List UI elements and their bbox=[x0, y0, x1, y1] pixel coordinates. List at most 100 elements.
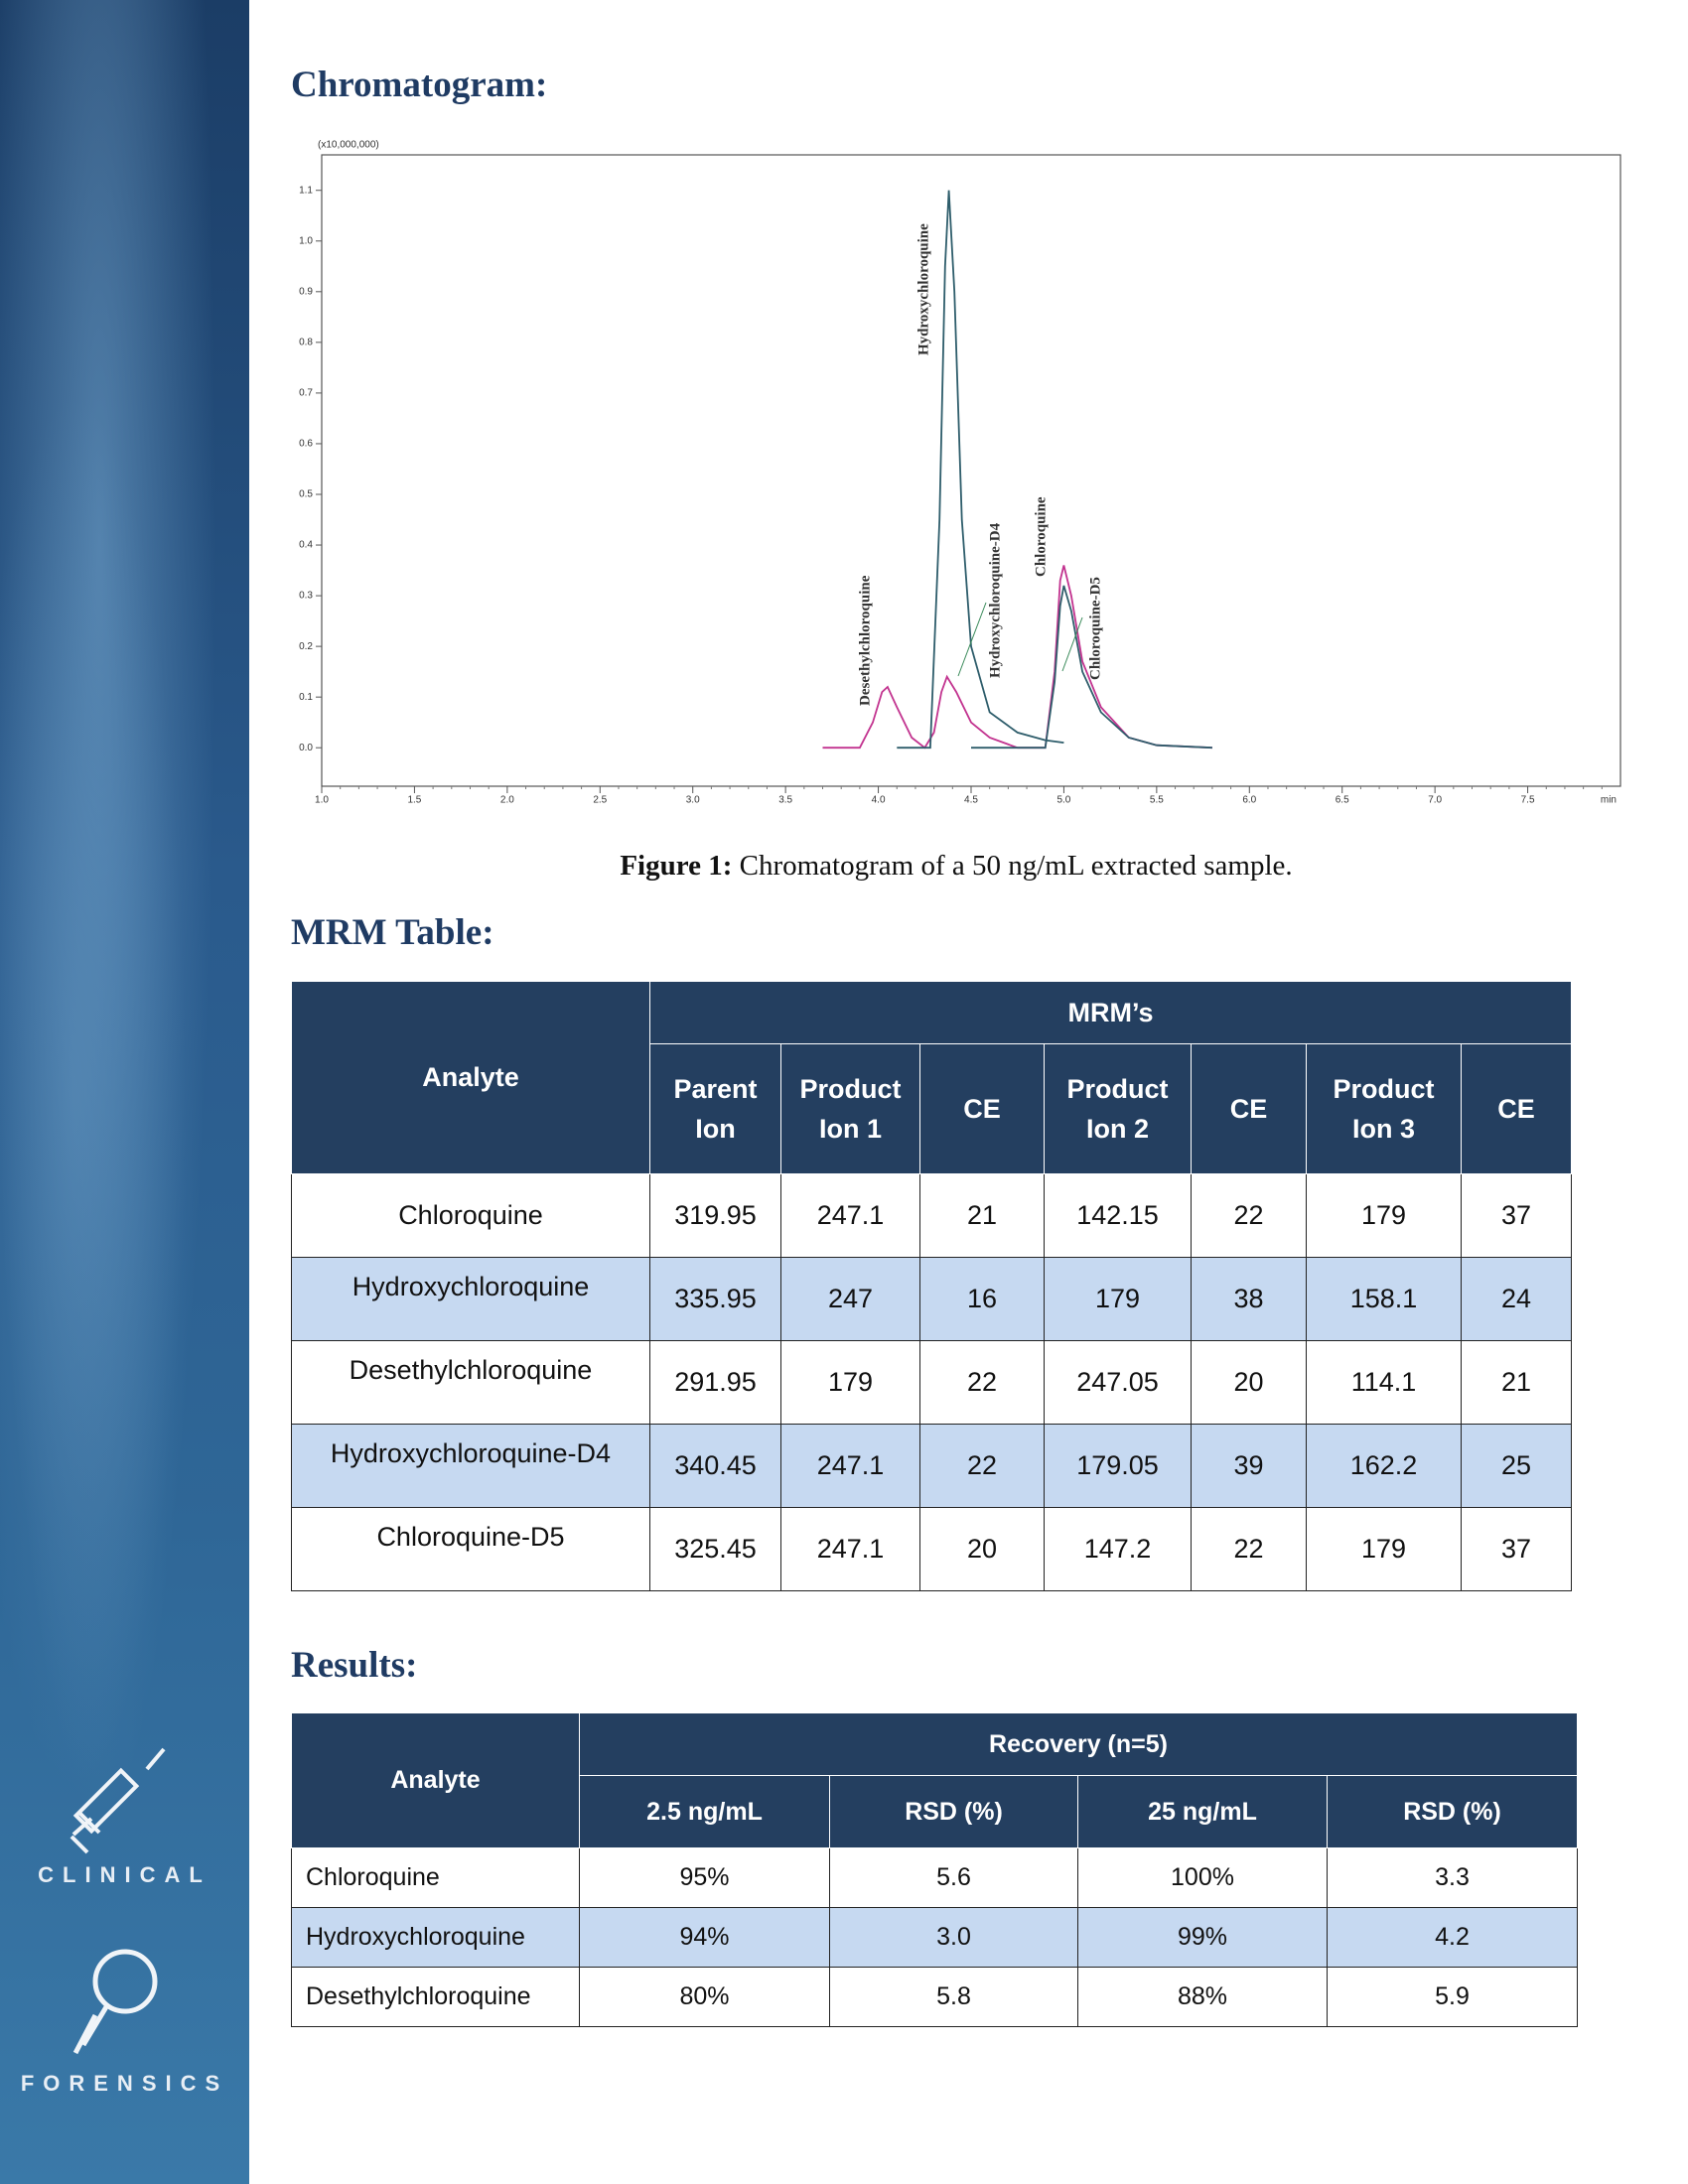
plot-frame bbox=[321, 154, 1621, 787]
table-cell: 179 bbox=[1306, 1173, 1462, 1258]
x-axis-label: min bbox=[1601, 795, 1617, 806]
table-header: Analyte MRM’s Parent Ion Product Ion 1 CE Pro… bbox=[291, 981, 1573, 1174]
x-tick-label: 2.0 bbox=[500, 795, 514, 806]
x-tick-label: 3.5 bbox=[778, 795, 792, 806]
header-cell: 2.5 ng/mL bbox=[579, 1775, 830, 1848]
x-tick-label: 3.0 bbox=[686, 795, 700, 806]
section-heading: Results: bbox=[291, 1645, 418, 1686]
table-cell: 158.1 bbox=[1306, 1257, 1462, 1341]
table-cell: 94% bbox=[579, 1907, 830, 1968]
table-cell: 22 bbox=[919, 1340, 1045, 1425]
table-cell: 38 bbox=[1191, 1257, 1307, 1341]
table-cell: 37 bbox=[1460, 1507, 1573, 1591]
x-tick-label: 1.0 bbox=[315, 795, 329, 806]
header-cell: Product Ion 3 bbox=[1306, 1043, 1462, 1174]
table-cell: 21 bbox=[1460, 1340, 1573, 1425]
trace bbox=[897, 190, 1064, 750]
x-tick-label: 1.5 bbox=[407, 795, 421, 806]
trace bbox=[971, 585, 1212, 750]
y-tick-label: 1.0 bbox=[299, 235, 313, 246]
magnifier-icon bbox=[72, 1949, 158, 2055]
sidebar-label: FORENSICS bbox=[20, 2071, 229, 2096]
table-cell: 4.2 bbox=[1326, 1907, 1579, 1968]
header-cell: Recovery (n=5) bbox=[578, 1712, 1579, 1776]
table-cell: 3.3 bbox=[1326, 1847, 1579, 1908]
table-cell: 37 bbox=[1460, 1173, 1573, 1258]
table-cell: 88% bbox=[1077, 1967, 1328, 2027]
x-tick-label: 6.0 bbox=[1242, 795, 1256, 806]
table-cell: 25 bbox=[1460, 1424, 1573, 1508]
table-row: Hydroxychloroquine 94% 3.0 99% 4.2 bbox=[291, 1907, 1579, 1968]
table-cell: 22 bbox=[919, 1424, 1045, 1508]
header-row: Analyte MRM’s bbox=[291, 981, 1573, 1174]
header-cell: Analyte bbox=[291, 1712, 580, 1848]
table-cell: 20 bbox=[1191, 1340, 1307, 1425]
header-row: 2.5 ng/mL RSD (%) 25 ng/mL RSD (%) bbox=[292, 1775, 1579, 1848]
table-body: Chloroquine 95% 5.6 100% 3.3 Hydroxychloroqui… bbox=[291, 1847, 1579, 2027]
x-tick-label: 5.5 bbox=[1150, 795, 1164, 806]
y-tick-label: 0.6 bbox=[299, 439, 313, 450]
table-cell: 319.95 bbox=[649, 1173, 781, 1258]
header-cell: Product Ion 1 bbox=[780, 1043, 920, 1174]
table-row: Hydroxychloroquine-D4 340.45 247.1 22 179.05… bbox=[291, 1424, 1573, 1508]
header-row: Analyte Recovery (n=5) bbox=[291, 1712, 1579, 1848]
table-cell: 162.2 bbox=[1306, 1424, 1462, 1508]
y-tick-label: 0.4 bbox=[299, 540, 313, 551]
table-cell: 147.2 bbox=[1044, 1507, 1192, 1591]
table-row: Desethylchloroquine 80% 5.8 88% 5.9 bbox=[291, 1967, 1579, 2027]
header-cell: Analyte bbox=[291, 981, 650, 1174]
table-cell: 20 bbox=[919, 1507, 1045, 1591]
header-cell: CE bbox=[1460, 1043, 1573, 1174]
table-cell: 100% bbox=[1077, 1847, 1328, 1908]
y-tick-label: 0.3 bbox=[299, 591, 313, 602]
header-cell: RSD (%) bbox=[1326, 1775, 1579, 1848]
table-row: Chloroquine 95% 5.6 100% 3.3 bbox=[291, 1847, 1579, 1908]
header-cell: CE bbox=[919, 1043, 1045, 1174]
table-cell: Desethylchloroquine bbox=[291, 1340, 650, 1425]
table-cell: 80% bbox=[579, 1967, 830, 2027]
table-cell: 22 bbox=[1191, 1507, 1307, 1591]
table-header: Analyte Recovery (n=5) 2.5 ng/mL RSD (%) 25 … bbox=[291, 1712, 1579, 1848]
chromatogram-chart: 1.0 1.5 2.0 2.5 3.0 3.5 4.0 4.5 5.0 5.5 6.0 6.5 7.0 7… bbox=[299, 140, 1621, 806]
table-row: Desethylchloroquine 291.95 179 22 247.05 20 11… bbox=[291, 1340, 1573, 1425]
caption-text: Chromatogram of a 50 ng/mL extracted sam… bbox=[739, 850, 1293, 882]
sidebar-icons bbox=[70, 1747, 166, 2055]
table-cell: 179 bbox=[780, 1340, 920, 1425]
table-row: Hydroxychloroquine 335.95 247 16 179 38 158.1 2… bbox=[291, 1257, 1573, 1341]
x-tick-label: 4.5 bbox=[964, 795, 978, 806]
table-cell: 291.95 bbox=[649, 1340, 781, 1425]
table-cell: 335.95 bbox=[649, 1257, 781, 1341]
y-tick-label: 1.1 bbox=[299, 185, 313, 196]
table-cell: 340.45 bbox=[649, 1424, 781, 1508]
header-cell: RSD (%) bbox=[829, 1775, 1078, 1848]
y-axis-label: (x10,000,000) bbox=[318, 140, 379, 151]
table-cell: 247.05 bbox=[1044, 1340, 1192, 1425]
table-cell: Chloroquine-D5 bbox=[291, 1507, 650, 1591]
y-tick-label: 0.5 bbox=[299, 489, 313, 500]
table-cell: 179.05 bbox=[1044, 1424, 1192, 1508]
table-cell: 16 bbox=[919, 1257, 1045, 1341]
table-cell: 24 bbox=[1460, 1257, 1573, 1341]
table-cell: 179 bbox=[1044, 1257, 1192, 1341]
table-cell: Hydroxychloroquine-D4 bbox=[291, 1424, 650, 1508]
results-table: Analyte Recovery (n=5) 2.5 ng/mL RSD (%) 25 … bbox=[291, 1712, 1579, 2027]
table-cell: 179 bbox=[1306, 1507, 1462, 1591]
peak-label: Chloroquine bbox=[1033, 496, 1049, 577]
table-cell: 114.1 bbox=[1306, 1340, 1462, 1425]
header-cell: CE bbox=[1191, 1043, 1307, 1174]
section-heading: MRM Table: bbox=[291, 912, 494, 953]
y-tick-label: 0.0 bbox=[299, 743, 313, 753]
table-cell: Hydroxychloroquine bbox=[291, 1907, 580, 1968]
header-cell: MRM’s bbox=[648, 981, 1573, 1044]
x-tick-label: 6.5 bbox=[1336, 795, 1349, 806]
y-tick-label: 0.9 bbox=[299, 286, 313, 297]
x-tick-label: 5.0 bbox=[1056, 795, 1070, 806]
table-cell: 247.1 bbox=[780, 1507, 920, 1591]
y-tick-label: 0.8 bbox=[299, 338, 313, 348]
header-cell: Product Ion 2 bbox=[1044, 1043, 1192, 1174]
table-cell: 325.45 bbox=[649, 1507, 781, 1591]
table-row: Chloroquine 319.95 247.1 21 142.15 22 179 37 bbox=[291, 1173, 1573, 1258]
header-cell: Parent Ion bbox=[649, 1043, 781, 1174]
peak-label: Chloroquine-D5 bbox=[1087, 577, 1103, 680]
